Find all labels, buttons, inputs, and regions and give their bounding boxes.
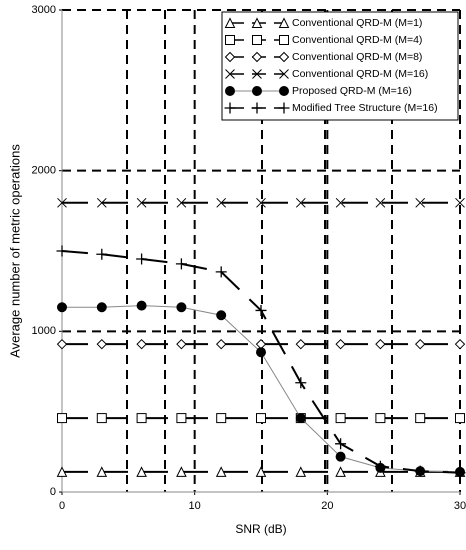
marker xyxy=(96,338,108,350)
marker xyxy=(56,338,68,350)
marker xyxy=(57,302,67,313)
marker xyxy=(224,51,236,63)
marker xyxy=(57,413,67,424)
marker xyxy=(295,338,307,350)
marker xyxy=(295,197,306,208)
marker xyxy=(136,253,148,265)
marker xyxy=(176,413,187,424)
marker xyxy=(414,338,426,350)
marker xyxy=(256,413,266,424)
marker xyxy=(454,338,466,350)
marker xyxy=(136,300,147,311)
marker xyxy=(278,17,290,28)
marker xyxy=(295,413,306,424)
marker xyxy=(374,460,386,472)
x-tick-label: 0 xyxy=(59,500,65,512)
marker xyxy=(96,413,107,424)
legend-label: Proposed QRD-M (M=16) xyxy=(292,85,412,97)
marker xyxy=(225,69,235,79)
marker xyxy=(251,17,263,28)
marker xyxy=(176,197,187,208)
marker xyxy=(255,466,267,477)
marker xyxy=(455,197,465,208)
marker xyxy=(215,338,227,350)
marker xyxy=(251,51,263,63)
x-tick-label: 20 xyxy=(321,500,333,512)
marker xyxy=(375,338,386,350)
marker xyxy=(251,102,263,114)
marker xyxy=(414,465,426,477)
marker xyxy=(216,310,227,321)
marker xyxy=(225,35,235,45)
marker xyxy=(335,451,346,462)
legend-box xyxy=(221,11,459,121)
marker xyxy=(225,86,235,96)
marker xyxy=(136,466,147,477)
marker xyxy=(252,35,262,45)
marker xyxy=(279,35,289,45)
marker xyxy=(278,51,290,63)
marker xyxy=(96,197,107,208)
marker xyxy=(176,302,187,313)
marker xyxy=(335,413,346,424)
x-axis-label: SNR (dB) xyxy=(235,522,286,536)
marker xyxy=(256,197,266,208)
x-tick-label: 30 xyxy=(454,500,466,512)
marker xyxy=(96,466,108,477)
marker xyxy=(136,338,147,350)
marker xyxy=(136,413,147,424)
legend-label: Conventional QRD-M (M=4) xyxy=(292,34,422,46)
y-tick-label: 2000 xyxy=(32,165,56,177)
marker xyxy=(224,17,236,28)
marker xyxy=(216,413,227,424)
marker xyxy=(96,302,107,313)
marker xyxy=(56,245,68,257)
marker xyxy=(335,197,346,208)
marker xyxy=(455,413,465,424)
marker xyxy=(136,197,147,208)
marker xyxy=(279,69,289,79)
marker xyxy=(256,347,266,358)
marker xyxy=(57,197,67,208)
marker xyxy=(335,338,346,350)
marker xyxy=(176,338,187,350)
marker xyxy=(252,86,262,96)
marker xyxy=(375,413,386,424)
x-tick-label: 10 xyxy=(189,500,201,512)
marker xyxy=(454,467,466,479)
marker xyxy=(415,197,426,208)
legend-label: Conventional QRD-M (M=16) xyxy=(292,68,428,80)
legend: Conventional QRD-M (M=1) Conventional QRD… xyxy=(221,11,459,121)
legend-label: Conventional QRD-M (M=1) xyxy=(292,17,422,29)
marker xyxy=(215,266,227,278)
marker xyxy=(224,102,236,114)
marker xyxy=(295,466,307,477)
marker xyxy=(335,438,347,450)
marker xyxy=(215,466,227,477)
y-tick-label: 0 xyxy=(50,486,56,498)
marker xyxy=(252,69,262,79)
y-tick-label: 1000 xyxy=(32,325,56,337)
legend-label: Conventional QRD-M (M=8) xyxy=(292,51,422,63)
marker xyxy=(216,197,227,208)
marker xyxy=(56,466,68,477)
marker xyxy=(176,466,187,477)
marker xyxy=(279,86,289,96)
marker xyxy=(415,413,426,424)
marker xyxy=(96,248,108,260)
marker xyxy=(255,304,267,316)
marker xyxy=(295,377,307,389)
legend-label: Modified Tree Structure (M=16) xyxy=(292,102,438,114)
marker xyxy=(278,102,290,114)
marker xyxy=(175,258,187,270)
marker xyxy=(335,466,346,477)
marker xyxy=(375,197,386,208)
y-axis-label: Average number of metric operations xyxy=(7,144,22,358)
y-tick-label: 3000 xyxy=(32,4,56,16)
